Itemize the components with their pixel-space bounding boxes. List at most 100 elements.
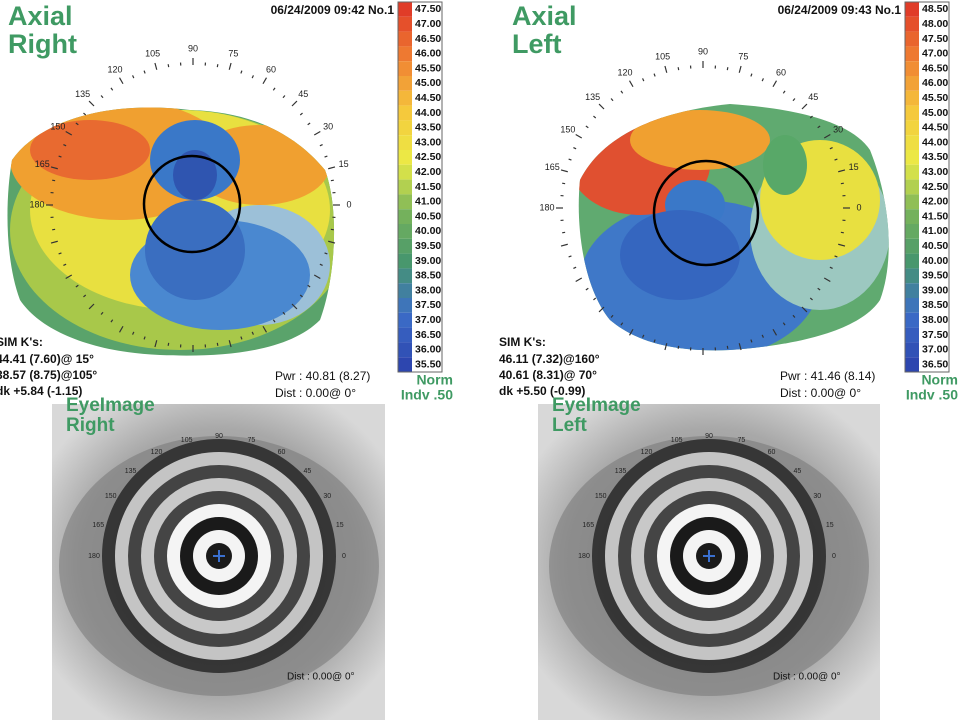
angle-label: 135 xyxy=(75,89,90,99)
degree-tick xyxy=(83,112,87,116)
scale-swatch xyxy=(398,105,412,121)
scale-frame xyxy=(904,1,950,373)
scale-frame xyxy=(397,1,443,373)
sim-k-heading: SIM K's: xyxy=(0,335,43,349)
scale-swatch xyxy=(905,76,919,91)
sim-k-heading: SIM K's: xyxy=(499,335,546,349)
scale-label: 46.00 xyxy=(415,48,441,60)
power: Pwr : 40.81 (8.27) xyxy=(275,369,370,383)
degree-tick xyxy=(100,95,104,99)
angle-label: 15 xyxy=(826,522,834,529)
degree-tick xyxy=(628,328,634,336)
angle-label: 45 xyxy=(808,92,818,102)
degree-tick xyxy=(562,182,566,185)
degree-tick xyxy=(58,252,62,255)
scale-swatch xyxy=(905,61,919,76)
angle-label: 90 xyxy=(698,46,708,56)
scale-swatch xyxy=(398,298,412,313)
scale-label: 39.50 xyxy=(415,240,441,252)
degree-tick xyxy=(291,100,298,107)
degree-tick xyxy=(750,339,753,343)
degree-tick xyxy=(792,314,796,318)
scale-label: 46.50 xyxy=(922,62,948,74)
scale-swatch xyxy=(905,268,919,284)
degree-tick xyxy=(726,67,729,71)
degree-tick xyxy=(167,64,170,68)
scale-swatch xyxy=(398,46,412,62)
angle-label: 0 xyxy=(346,199,351,209)
scale-swatch xyxy=(398,327,412,343)
angle-label: 180 xyxy=(539,202,554,212)
degree-tick xyxy=(562,231,566,234)
degree-tick xyxy=(738,343,742,351)
degree-tick xyxy=(750,73,753,77)
angle-label: 0 xyxy=(832,553,836,560)
degree-tick xyxy=(568,255,572,258)
degree-tick xyxy=(262,77,268,85)
scale-label: 42.00 xyxy=(415,166,441,178)
degree-tick xyxy=(143,336,146,340)
angle-label: 60 xyxy=(266,64,276,74)
scale-label: 42.00 xyxy=(922,196,948,208)
scale-label: 45.00 xyxy=(922,107,948,119)
degree-tick xyxy=(560,243,568,247)
degree-tick xyxy=(65,130,73,136)
scale-swatch xyxy=(905,312,919,328)
degree-tick xyxy=(319,144,323,147)
degree-tick xyxy=(272,319,276,323)
angle-label: 180 xyxy=(29,199,44,209)
angle-label: 135 xyxy=(125,468,137,475)
scale-swatch xyxy=(398,90,412,106)
scale-swatch xyxy=(905,298,919,313)
scale-label: 41.00 xyxy=(415,196,441,208)
scale-label: 37.00 xyxy=(922,344,948,356)
degree-tick xyxy=(50,240,58,244)
angle-label: 105 xyxy=(671,437,683,444)
scale-swatch xyxy=(905,150,919,165)
scale-label: 42.50 xyxy=(922,181,948,193)
degree-tick xyxy=(228,340,232,348)
angle-label: 15 xyxy=(339,159,349,169)
scale-label: 41.50 xyxy=(415,181,441,193)
degree-tick xyxy=(610,98,614,102)
degree-tick xyxy=(772,328,778,336)
degree-tick xyxy=(575,277,583,283)
scale-label: 47.00 xyxy=(415,18,441,30)
degree-tick xyxy=(829,147,833,150)
sim-k-value: dk +5.84 (-1.15) xyxy=(0,384,82,398)
degree-tick xyxy=(291,303,298,310)
scale-swatch xyxy=(398,268,412,284)
angle-label: 90 xyxy=(705,433,713,440)
angle-label: 30 xyxy=(323,493,331,500)
scale-label: 38.00 xyxy=(922,314,948,326)
scale-swatch xyxy=(398,238,412,254)
degree-tick xyxy=(154,62,158,70)
degree-tick xyxy=(272,87,276,91)
degree-tick xyxy=(664,343,668,351)
scale-swatch xyxy=(398,150,412,165)
degree-tick xyxy=(782,322,786,326)
scale-label: 44.00 xyxy=(922,136,948,148)
degree-tick xyxy=(216,342,219,346)
degree-tick xyxy=(228,62,232,70)
topo-map xyxy=(578,104,889,351)
scale-label: 45.50 xyxy=(922,92,948,104)
scale-swatch xyxy=(905,209,919,224)
eye-title: Left xyxy=(552,415,588,436)
panel-title: Axial xyxy=(8,1,73,31)
degree-tick xyxy=(726,345,729,349)
degree-tick xyxy=(573,147,577,150)
angle-label: 120 xyxy=(151,449,163,456)
scale-label: 47.50 xyxy=(415,3,441,15)
scale-label: 47.00 xyxy=(922,48,948,60)
degree-tick xyxy=(834,255,838,258)
sim-k-value: dk +5.50 (-0.99) xyxy=(499,384,585,398)
degree-tick xyxy=(240,70,243,74)
degree-tick xyxy=(628,80,634,88)
degree-tick xyxy=(573,266,577,269)
degree-tick xyxy=(585,125,589,129)
scale-label: 40.00 xyxy=(922,255,948,267)
degree-tick xyxy=(52,179,56,182)
scale-swatch xyxy=(905,105,919,121)
